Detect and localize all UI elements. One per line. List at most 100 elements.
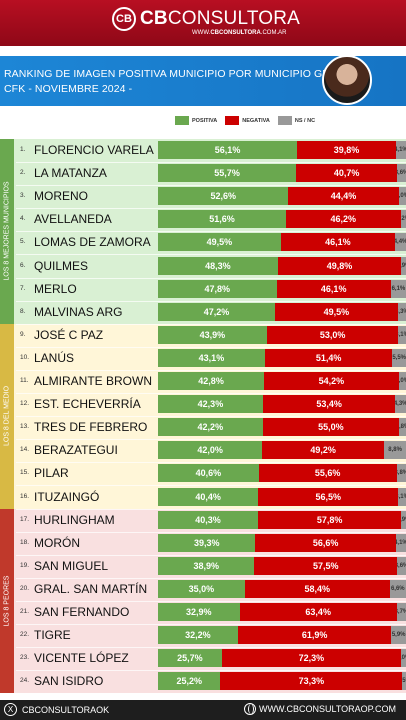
- bar-positiva-label: 42,8%: [198, 376, 224, 386]
- bar-positiva: 55,7%: [158, 164, 297, 183]
- ranking-row: 20. GRAL. SAN MARTÍN 35,0% 58,4% 6,6%: [16, 578, 406, 602]
- ranking-row: 21. SAN FERNANDO 32,9% 63,4% 3,7%: [16, 601, 406, 625]
- brand-website-prefix: WWW.: [192, 30, 211, 36]
- bar-positiva-label: 40,4%: [195, 491, 221, 502]
- bar-nsnc-label: 1,9%: [401, 516, 406, 523]
- bar-positiva-label: 35,0%: [188, 583, 215, 594]
- bar-nsnc-label: 1,9%: [401, 262, 406, 269]
- row-municipio-name: ALMIRANTE BROWN: [34, 374, 153, 388]
- bar-negativa-label: 44,4%: [330, 191, 357, 202]
- bar-nsnc: 5,9%: [391, 626, 406, 645]
- bar-positiva-label: 42,0%: [197, 445, 223, 456]
- group-label: LOS 8 DEL MEDIO: [3, 386, 11, 447]
- row-rank: 3.: [20, 192, 26, 200]
- legend-item-nsnc: NS / NC: [277, 116, 316, 125]
- bar-positiva: 49,5%: [158, 233, 281, 252]
- bar-negativa: 44,4%: [288, 187, 399, 206]
- bar-nsnc: 3,6%: [397, 164, 406, 183]
- group-label: LOS 8 PEORES: [3, 575, 11, 627]
- row-rank: 22.: [20, 631, 30, 639]
- bar-negativa: 54,2%: [264, 372, 399, 390]
- legend-label-negativa: NEGATIVA: [242, 117, 270, 124]
- bar-positiva: 42,2%: [158, 418, 263, 437]
- row-rank: 16.: [20, 492, 30, 500]
- ranking-row: 15. PILAR 40,6% 55,6% 3,8%: [16, 462, 406, 487]
- bar-negativa-label: 46,1%: [325, 237, 351, 248]
- bar-nsnc: 3,0%: [398, 187, 406, 206]
- bar-positiva: 25,7%: [158, 649, 222, 668]
- ranking-row: 17. HURLINGHAM 40,3% 57,8% 1,9%: [16, 509, 406, 533]
- bar-negativa-label: 54,2%: [318, 376, 345, 386]
- row-rank: 5.: [20, 238, 26, 246]
- bar-negativa-label: 53,0%: [319, 329, 346, 340]
- bar-nsnc: 4,1%: [395, 533, 406, 552]
- row-municipio-name: JOSÉ C PAZ: [34, 327, 104, 342]
- bar-positiva-label: 51,6%: [209, 214, 235, 225]
- bar-negativa-label: 49,8%: [326, 260, 353, 271]
- brand-name: CBCONSULTORA: [140, 8, 300, 30]
- bar-nsnc: 4,3%: [395, 395, 406, 414]
- bar-negativa-label: 55,0%: [318, 422, 344, 433]
- bar-negativa: 57,5%: [254, 556, 398, 575]
- bar-nsnc: 3,0%: [398, 372, 406, 390]
- brand-logo-icon: CB: [112, 7, 136, 31]
- bar-nsnc: 3,8%: [396, 464, 406, 483]
- bar-nsnc: 2,0%: [401, 649, 406, 668]
- bar-negativa: 56,5%: [258, 487, 399, 506]
- footer-social-handle: CBCONSULTORAOK: [22, 704, 110, 715]
- legend-swatch-positiva: [175, 116, 189, 125]
- brand-website-suffix: .COM.AR: [260, 30, 287, 36]
- bar-positiva: 42,8%: [158, 372, 265, 390]
- row-municipio-name: MERLO: [34, 281, 77, 296]
- legend-label-nsnc: NS / NC: [294, 117, 316, 124]
- footer-social: X CBCONSULTORAOK: [4, 703, 109, 716]
- row-rank: 11.: [20, 377, 29, 384]
- bar-positiva-label: 43,9%: [199, 329, 226, 340]
- group-band: [0, 323, 14, 509]
- bar-positiva-label: 47,8%: [204, 283, 231, 294]
- bar-nsnc-label: 3,0%: [399, 378, 406, 384]
- bar-positiva: 40,3%: [158, 510, 258, 529]
- bar-nsnc: 1,9%: [401, 256, 406, 275]
- row-municipio-name: SAN MIGUEL: [34, 558, 109, 573]
- bar-nsnc-label: 5,9%: [391, 632, 406, 639]
- bar-nsnc: 3,3%: [397, 302, 406, 321]
- bar-negativa: 55,6%: [258, 464, 397, 483]
- ranking-row: 13. TRES DE FEBRERO 42,2% 55,0% 2,8%: [16, 416, 406, 441]
- ranking-row: 1. FLORENCIO VARELA 56,1% 39,8% 4,1%: [16, 139, 406, 163]
- bar-nsnc: 6,6%: [389, 579, 406, 598]
- row-rank: 18.: [20, 538, 30, 546]
- bar-positiva: 42,0%: [158, 441, 263, 460]
- bar-negativa: 49,2%: [262, 441, 385, 460]
- brand-name-bold: CB: [140, 8, 168, 29]
- bar-negativa: 39,8%: [297, 141, 396, 159]
- bar-negativa-label: 49,2%: [310, 445, 336, 456]
- row-rank: 10.: [20, 353, 30, 361]
- ranking-row: 4. AVELLANEDA 51,6% 46,2% 2,2%: [16, 208, 406, 233]
- bar-negativa: 63,4%: [239, 603, 397, 621]
- bar-positiva: 47,2%: [158, 302, 276, 321]
- bar-nsnc-label: 3,7%: [397, 609, 406, 615]
- bar-nsnc: 3,1%: [398, 325, 406, 344]
- bar-negativa: 46,1%: [276, 279, 391, 298]
- row-rank: 15.: [20, 469, 30, 477]
- bar-nsnc: 2,8%: [399, 418, 406, 437]
- bar-nsnc-label: 8,8%: [388, 447, 402, 454]
- bar-positiva: 43,1%: [158, 348, 265, 367]
- bar-nsnc: 1,9%: [401, 510, 406, 529]
- ranking-row: 11. ALMIRANTE BROWN 42,8% 54,2% 3,0%: [16, 370, 406, 394]
- ranking-row: 9. JOSÉ C PAZ 43,9% 53,0% 3,1%: [16, 324, 406, 348]
- row-rank: 7.: [20, 284, 26, 292]
- row-rank: 12.: [20, 400, 30, 408]
- row-municipio-name: MALVINAS ARG: [34, 304, 123, 319]
- ranking-row: 10. LANÚS 43,1% 51,4% 5,5%: [16, 347, 406, 371]
- footer-bar: X CBCONSULTORAOK WWW.CBCONSULTORAOP.COM: [0, 700, 406, 720]
- row-municipio-name: HURLINGHAM: [34, 512, 115, 527]
- row-municipio-name: TRES DE FEBRERO: [34, 420, 148, 435]
- bar-positiva: 51,6%: [158, 210, 286, 229]
- bar-nsnc: 3,1%: [398, 487, 406, 506]
- bar-negativa: 40,7%: [296, 164, 398, 183]
- row-municipio-name: SAN ISIDRO: [34, 674, 104, 689]
- bar-negativa: 58,4%: [244, 579, 390, 598]
- bar-positiva-label: 32,2%: [185, 630, 211, 641]
